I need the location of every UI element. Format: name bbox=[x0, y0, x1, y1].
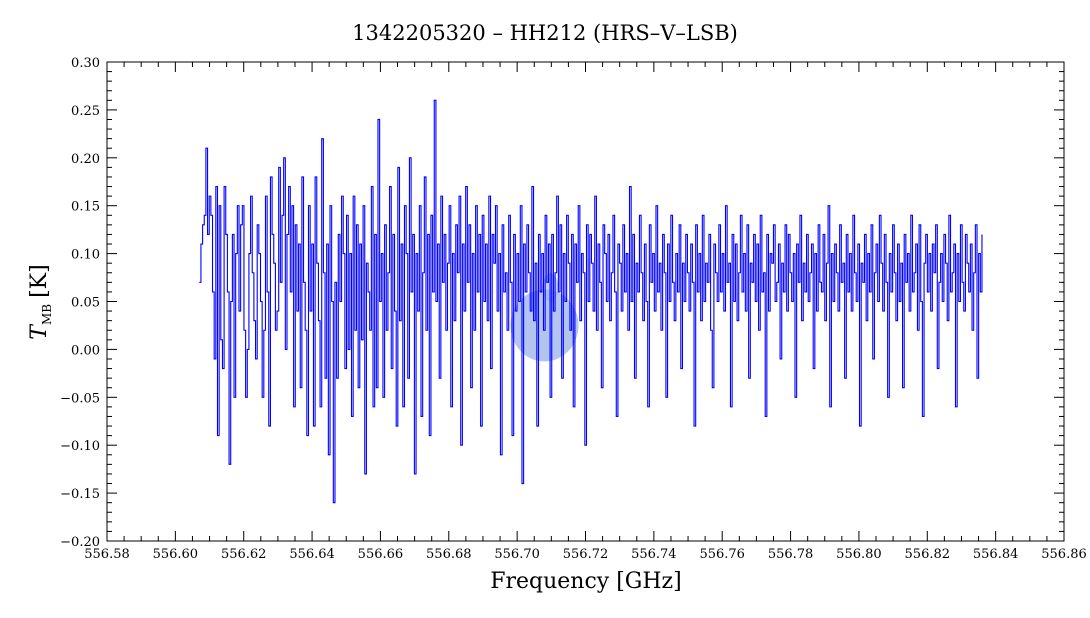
axis-ticks bbox=[106, 61, 1065, 542]
y-axis-label-unit: [K] bbox=[27, 264, 52, 298]
series-line-0 bbox=[199, 99, 983, 504]
y-tick-label: 0.15 bbox=[71, 200, 100, 215]
x-tick-label: 556.68 bbox=[426, 547, 472, 562]
tick-labels: 556.58 556.60 556.62 556.64 556.66 556.68 556.… bbox=[60, 56, 1087, 562]
x-tick-label: 556.58 bbox=[84, 547, 130, 562]
x-tick-label: 556.70 bbox=[494, 547, 540, 562]
x-tick-label: 556.66 bbox=[358, 547, 404, 562]
x-tick-label: 556.86 bbox=[1041, 547, 1087, 562]
y-tick-label: −0.20 bbox=[60, 535, 100, 550]
y-tick-label: 0.30 bbox=[71, 56, 100, 71]
x-tick-label: 556.82 bbox=[905, 547, 951, 562]
y-axis-label: TMB [K] bbox=[27, 264, 54, 339]
x-tick-label: 556.78 bbox=[768, 547, 814, 562]
x-tick-label: 556.74 bbox=[631, 547, 677, 562]
y-tick-label: 0.10 bbox=[71, 248, 100, 263]
x-tick-label: 556.60 bbox=[153, 547, 199, 562]
y-axis-label-main: T bbox=[27, 323, 52, 340]
svg-text:TMB[K]: TMB [K] bbox=[27, 264, 54, 339]
y-tick-label: −0.10 bbox=[60, 439, 100, 454]
x-tick-label: 556.80 bbox=[836, 547, 882, 562]
y-tick-label: 0.00 bbox=[71, 343, 100, 358]
x-axis-label: Frequency [GHz] bbox=[490, 569, 682, 594]
x-tick-label: 556.72 bbox=[563, 547, 609, 562]
y-tick-label: 0.05 bbox=[71, 296, 100, 311]
x-tick-label: 556.62 bbox=[221, 547, 267, 562]
y-tick-label: 0.20 bbox=[71, 152, 100, 167]
series-group bbox=[199, 99, 983, 504]
chart-title: 1342205320 – HH212 (HRS–V–LSB) bbox=[352, 21, 738, 45]
y-tick-label: −0.15 bbox=[60, 487, 100, 502]
x-tick-label: 556.76 bbox=[699, 547, 745, 562]
x-tick-label: 556.84 bbox=[973, 547, 1019, 562]
y-tick-label: 0.25 bbox=[71, 104, 100, 119]
x-tick-label: 556.64 bbox=[289, 547, 335, 562]
y-axis-label-sub: MB bbox=[40, 304, 54, 325]
y-tick-label: −0.05 bbox=[60, 391, 100, 406]
